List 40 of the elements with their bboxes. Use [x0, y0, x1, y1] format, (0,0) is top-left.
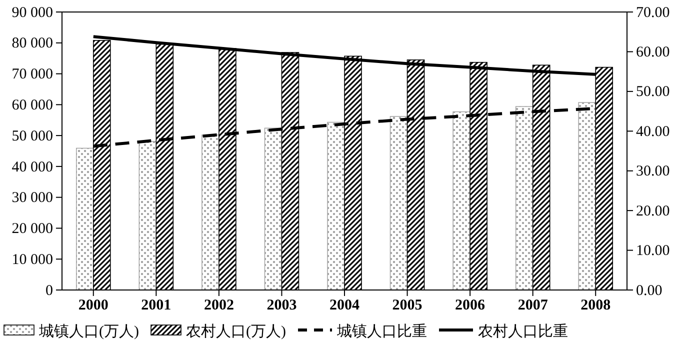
x-tick-label: 2005 — [392, 298, 422, 314]
bar — [264, 128, 282, 290]
y-tick-label: 20 000 — [12, 221, 53, 238]
x-tick-label: 2004 — [330, 298, 360, 314]
y2-tick-label: 0.00 — [636, 282, 662, 299]
legend-label: 城镇人口(万人) — [38, 323, 139, 340]
y-tick-label: 30 000 — [12, 190, 53, 206]
bar — [515, 106, 534, 290]
x-tick-label: 2002 — [204, 298, 234, 314]
bar — [452, 111, 470, 290]
bar — [202, 134, 220, 290]
x-tick-label: 2003 — [266, 298, 297, 314]
y2-tick-label: 60.00 — [636, 44, 670, 61]
y2-tick-label: 40.00 — [636, 124, 670, 140]
y-tick-label: 60 000 — [12, 97, 53, 114]
y-tick-label: 90 000 — [12, 4, 53, 21]
x-tick-label: 2008 — [580, 298, 611, 314]
bar — [76, 148, 94, 290]
y-tick-label: 80 000 — [12, 36, 53, 52]
x-tick-label: 2006 — [455, 298, 486, 314]
y-tick-label: 10 000 — [12, 252, 53, 268]
legend-label: 农村人口比重 — [478, 323, 568, 340]
x-tick-label: 2007 — [518, 298, 548, 314]
y-tick-label: 70 000 — [12, 66, 53, 83]
y2-tick-label: 30.00 — [636, 164, 670, 180]
y2-tick-label: 70.00 — [636, 4, 670, 21]
x-tick-label: 2000 — [78, 298, 108, 314]
bar — [138, 141, 157, 290]
x-tick-label: 2001 — [141, 298, 172, 314]
y2-tick-label: 20.00 — [636, 203, 670, 220]
y-tick-label: 50 000 — [12, 128, 53, 144]
legend-label: 农村人口(万人) — [186, 323, 286, 340]
bar — [390, 116, 408, 290]
y2-tick-label: 10.00 — [636, 243, 670, 260]
bar — [327, 122, 345, 290]
legend-label: 城镇人口比重 — [336, 323, 427, 340]
y2-tick-label: 50.00 — [636, 84, 670, 100]
y-tick-label: 0 — [46, 282, 53, 299]
bar — [578, 102, 596, 290]
y-tick-label: 40 000 — [12, 159, 53, 176]
